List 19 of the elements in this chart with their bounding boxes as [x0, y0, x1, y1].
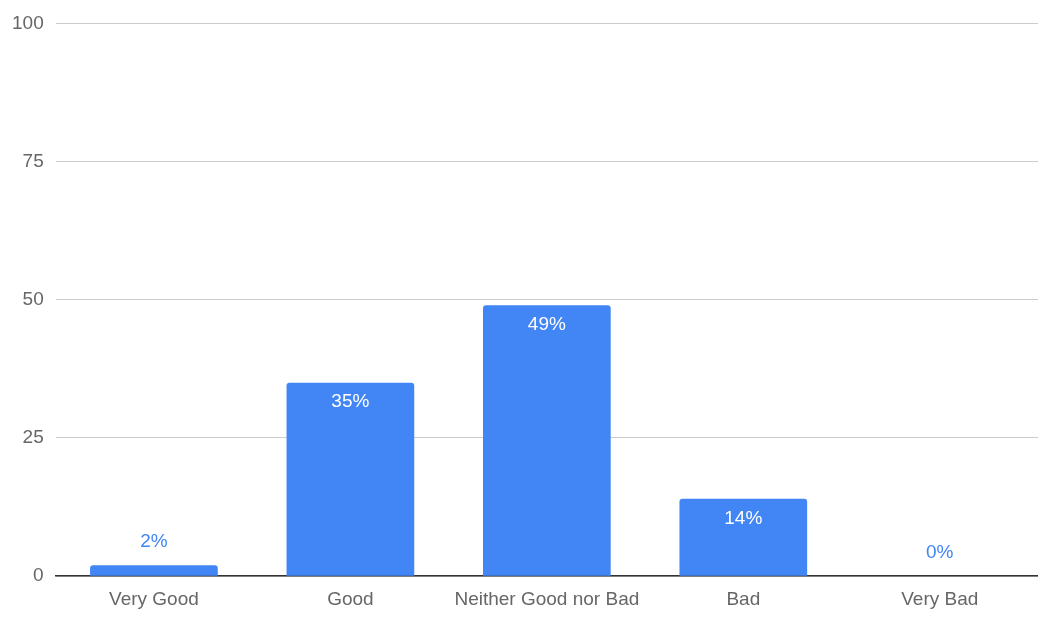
y-tick-label: 25	[22, 426, 44, 448]
bar	[90, 565, 218, 576]
y-tick-label: 0	[33, 564, 44, 586]
x-tick-label: Neither Good nor Bad	[454, 587, 640, 609]
data-label: 35%	[331, 390, 370, 412]
data-label: 2%	[140, 529, 168, 551]
data-label: 49%	[527, 313, 566, 335]
data-label: 14%	[724, 506, 763, 528]
data-label: 0%	[926, 540, 954, 562]
bar	[286, 382, 415, 576]
x-tick-label: Bad	[726, 587, 761, 609]
bar	[679, 498, 808, 576]
y-tick-label: 100	[12, 11, 44, 33]
y-tick-label: 75	[22, 149, 44, 171]
x-tick-label: Good	[327, 587, 374, 609]
y-tick-label: 50	[22, 288, 44, 310]
bar	[483, 305, 611, 576]
x-tick-label: Very Bad	[901, 587, 979, 609]
x-tick-label: Very Good	[109, 587, 199, 609]
